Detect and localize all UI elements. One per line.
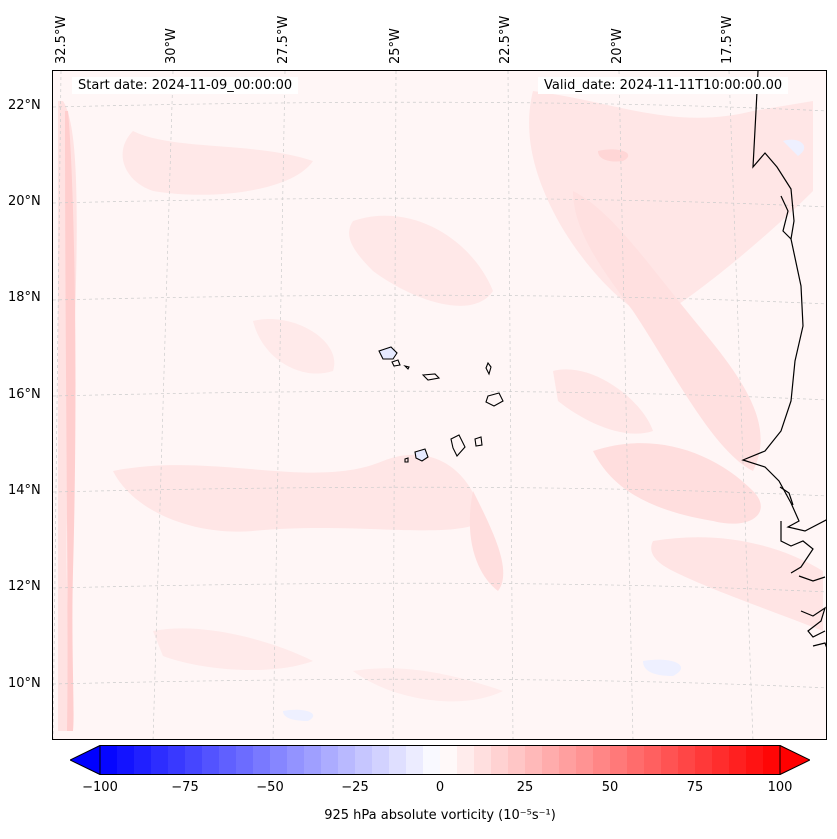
lon-label-25W: 25°W [388, 28, 403, 64]
colorbar-label: 925 hPa absolute vorticity (10⁻⁵s⁻¹) [324, 808, 556, 823]
vorticity-field [53, 71, 826, 739]
colorbar-step [372, 745, 390, 775]
colorbar-tick-label: 25 [516, 780, 534, 795]
colorbar-step [457, 745, 475, 775]
colorbar-step [321, 745, 339, 775]
lat-label-12N: 12°N [8, 579, 41, 594]
colorbar-step [253, 745, 271, 775]
colorbar-step [151, 745, 169, 775]
graticule [53, 71, 826, 739]
colorbar-step [695, 745, 713, 775]
colorbar-step [440, 745, 458, 775]
lat-label-20N: 20°N [8, 194, 41, 209]
colorbar-step [168, 745, 186, 775]
cape-verde-islands [378, 346, 504, 463]
colorbar-step [423, 745, 441, 775]
colorbar-min-extend [70, 745, 100, 775]
colorbar-step [627, 745, 645, 775]
african-coastline [741, 71, 826, 648]
lon-label-27.5W: 27.5°W [276, 15, 291, 64]
colorbar-step [661, 745, 679, 775]
colorbar-step [202, 745, 220, 775]
colorbar-max-extend [780, 745, 810, 775]
lat-label-10N: 10°N [8, 676, 41, 691]
colorbar-step [474, 745, 492, 775]
colorbar-step [270, 745, 288, 775]
colorbar-step [389, 745, 407, 775]
colorbar-step [593, 745, 611, 775]
colorbar-step [117, 745, 135, 775]
colorbar [68, 745, 812, 775]
lon-label-17.5W: 17.5°W [720, 15, 735, 64]
vorticity-contours [58, 91, 823, 731]
colorbar-step [287, 745, 305, 775]
colorbar-step [219, 745, 237, 775]
lon-label-22.5W: 22.5°W [498, 15, 513, 64]
colorbar-tick-label: 75 [686, 780, 704, 795]
colorbar-step [491, 745, 509, 775]
colorbar-step [678, 745, 696, 775]
colorbar-tick-label: −50 [256, 780, 284, 795]
colorbar-tick-label: −25 [341, 780, 369, 795]
lon-label-20W: 20°W [610, 28, 625, 64]
colorbar-step [610, 745, 628, 775]
lon-label-32.5W: 32.5°W [54, 15, 69, 64]
colorbar-tick-label: 50 [601, 780, 619, 795]
lat-label-16N: 16°N [8, 387, 41, 402]
colorbar-step [525, 745, 543, 775]
valid-date-label: Valid_date: 2024-11-11T10:00:00.00 [538, 77, 789, 94]
colorbar-step [100, 745, 118, 775]
lon-label-30W: 30°W [164, 28, 179, 64]
colorbar-step [712, 745, 730, 775]
colorbar-step [338, 745, 356, 775]
colorbar-tick-label: 0 [435, 780, 445, 795]
colorbar-tick-label: 100 [767, 780, 793, 795]
lat-label-18N: 18°N [8, 290, 41, 305]
colorbar-step [304, 745, 322, 775]
colorbar-step [185, 745, 203, 775]
colorbar-step [559, 745, 577, 775]
colorbar-step [644, 745, 662, 775]
colorbar-tick-label: −100 [82, 780, 118, 795]
colorbar-graphic [68, 745, 812, 775]
colorbar-step [729, 745, 747, 775]
colorbar-step [236, 745, 254, 775]
colorbar-step [576, 745, 594, 775]
colorbar-step [746, 745, 764, 775]
lat-label-22N: 22°N [8, 98, 41, 113]
colorbar-step [542, 745, 560, 775]
colorbar-step [508, 745, 526, 775]
lat-label-14N: 14°N [8, 483, 41, 498]
colorbar-step [763, 745, 781, 775]
start-date-label: Start date: 2024-11-09_00:00:00 [72, 77, 299, 94]
map-panel [52, 70, 827, 740]
colorbar-tick-label: −75 [171, 780, 199, 795]
colorbar-step [406, 745, 424, 775]
colorbar-step [355, 745, 373, 775]
colorbar-step [134, 745, 152, 775]
